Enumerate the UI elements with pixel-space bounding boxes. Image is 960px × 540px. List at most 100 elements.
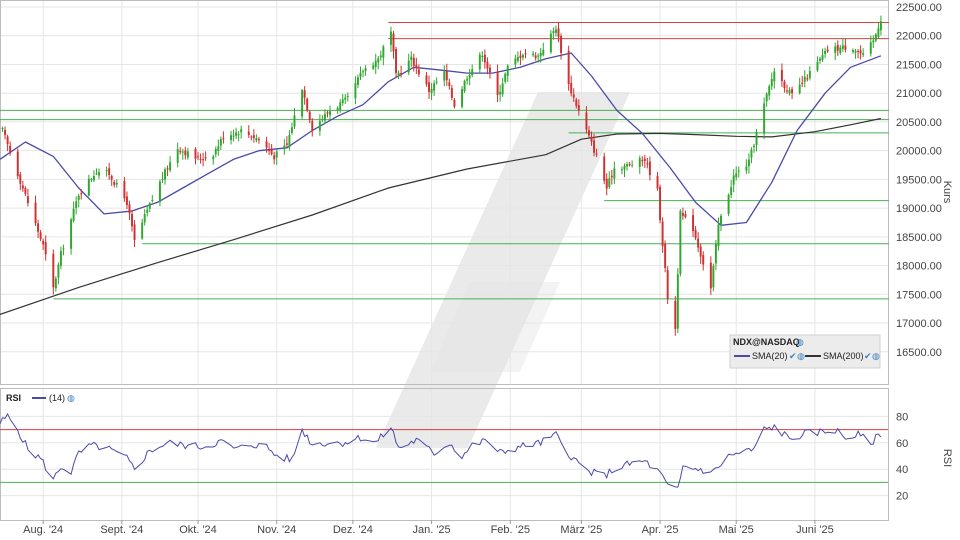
sma200-line — [0, 117, 882, 315]
candle-down — [273, 155, 276, 160]
candle-up — [463, 80, 466, 92]
candle-up — [346, 95, 349, 97]
candle-up — [816, 61, 819, 71]
candle-down — [125, 196, 128, 206]
candle-up — [293, 115, 296, 127]
candle-up — [161, 178, 164, 180]
candle-up — [623, 166, 626, 170]
candle-down — [844, 45, 847, 50]
candle-up — [750, 149, 753, 158]
candle-up — [481, 56, 484, 58]
price-plot-frame — [0, 0, 889, 385]
candle-down — [674, 300, 677, 329]
candle-down — [524, 53, 527, 55]
candle-down — [113, 182, 116, 185]
candle-down — [519, 55, 522, 58]
watermark-logo — [376, 92, 630, 448]
price-tick-label: 21500.00 — [896, 59, 942, 71]
legend-sma20-check-icon[interactable]: ✔ — [789, 351, 797, 361]
x-axis: Aug. '24 Sept. '24 Okt. '24 Nov. '24 Dez. '2… — [23, 520, 834, 536]
candle-down — [37, 223, 40, 232]
candle-up — [181, 151, 184, 153]
candle-up — [397, 72, 400, 76]
rsi-legend-globe-icon[interactable]: ◍ — [67, 393, 75, 403]
legend-symbol: NDX@NASDAQ — [733, 337, 800, 347]
candle-down — [534, 55, 537, 59]
candle-up — [389, 31, 392, 45]
x-tick-label: Nov. '24 — [257, 524, 296, 536]
candle-up — [217, 146, 220, 151]
price-tick-label: 16500.00 — [896, 347, 942, 359]
candle-down — [659, 186, 662, 221]
candle-down — [222, 138, 225, 140]
candle-up — [341, 99, 344, 104]
candle-up — [240, 129, 243, 133]
candle-down — [577, 105, 580, 111]
candle-up — [95, 173, 98, 175]
candle-up — [235, 132, 238, 136]
candle-down — [428, 82, 431, 92]
candle-up — [435, 81, 438, 83]
candle-up — [283, 145, 286, 150]
legend-sma200-label: SMA(200) — [823, 351, 864, 361]
candle-up — [374, 60, 377, 68]
candle-up — [877, 28, 880, 37]
candle-up — [443, 71, 446, 81]
candle-up — [755, 132, 758, 146]
candle-down — [450, 88, 453, 98]
candlestick-series — [1, 15, 882, 336]
legend-symbol-globe-icon[interactable]: ◍ — [796, 337, 804, 347]
candle-down — [199, 159, 202, 161]
candle-up — [862, 53, 865, 55]
rsi-plot-frame — [0, 388, 889, 521]
candle-up — [626, 164, 629, 167]
candle-up — [841, 45, 844, 49]
candle-down — [557, 28, 560, 38]
candle-down — [257, 139, 260, 141]
price-tick-label: 19500.00 — [896, 174, 942, 186]
candle-down — [247, 131, 250, 135]
candle-up — [143, 214, 146, 223]
candle-up — [336, 107, 339, 111]
candle-up — [410, 56, 413, 61]
candle-down — [133, 224, 136, 240]
candle-down — [666, 270, 669, 300]
x-tick-label: Feb. '25 — [491, 524, 530, 536]
candle-up — [631, 165, 634, 167]
rsi-tick-label: 80 — [896, 411, 908, 423]
candle-up — [798, 84, 801, 94]
candle-down — [24, 187, 27, 194]
legend-sma20-globe-icon[interactable]: ◍ — [797, 351, 805, 361]
candle-up — [72, 208, 75, 221]
candle-up — [608, 178, 611, 188]
candle-up — [158, 181, 161, 202]
legend-sma200-check-icon[interactable]: ✔ — [864, 351, 872, 361]
candle-down — [326, 112, 329, 114]
candle-up — [542, 49, 545, 56]
price-tick-label: 21000.00 — [896, 88, 942, 100]
candle-up — [808, 70, 811, 79]
sma20-line — [0, 52, 882, 226]
candle-up — [186, 151, 189, 158]
candle-up — [714, 243, 717, 264]
candle-down — [270, 148, 273, 155]
candle-down — [661, 221, 664, 247]
rsi-legend-period: (14) — [49, 393, 65, 403]
candle-down — [39, 232, 42, 239]
candle-down — [400, 72, 403, 74]
candle-down — [836, 45, 839, 51]
candle-down — [415, 64, 418, 68]
x-tick-label: Aug. '24 — [23, 524, 63, 536]
price-tick-label: 18500.00 — [896, 232, 942, 244]
candle-up — [874, 34, 877, 41]
candle-down — [123, 181, 126, 199]
candle-down — [643, 158, 646, 162]
candle-up — [613, 168, 616, 179]
candle-up — [537, 55, 540, 57]
sma20-series — [0, 52, 882, 226]
candle-down — [9, 145, 12, 153]
legend-sma200-globe-icon[interactable]: ◍ — [872, 351, 880, 361]
candle-up — [554, 29, 557, 33]
candle-up — [115, 182, 118, 185]
